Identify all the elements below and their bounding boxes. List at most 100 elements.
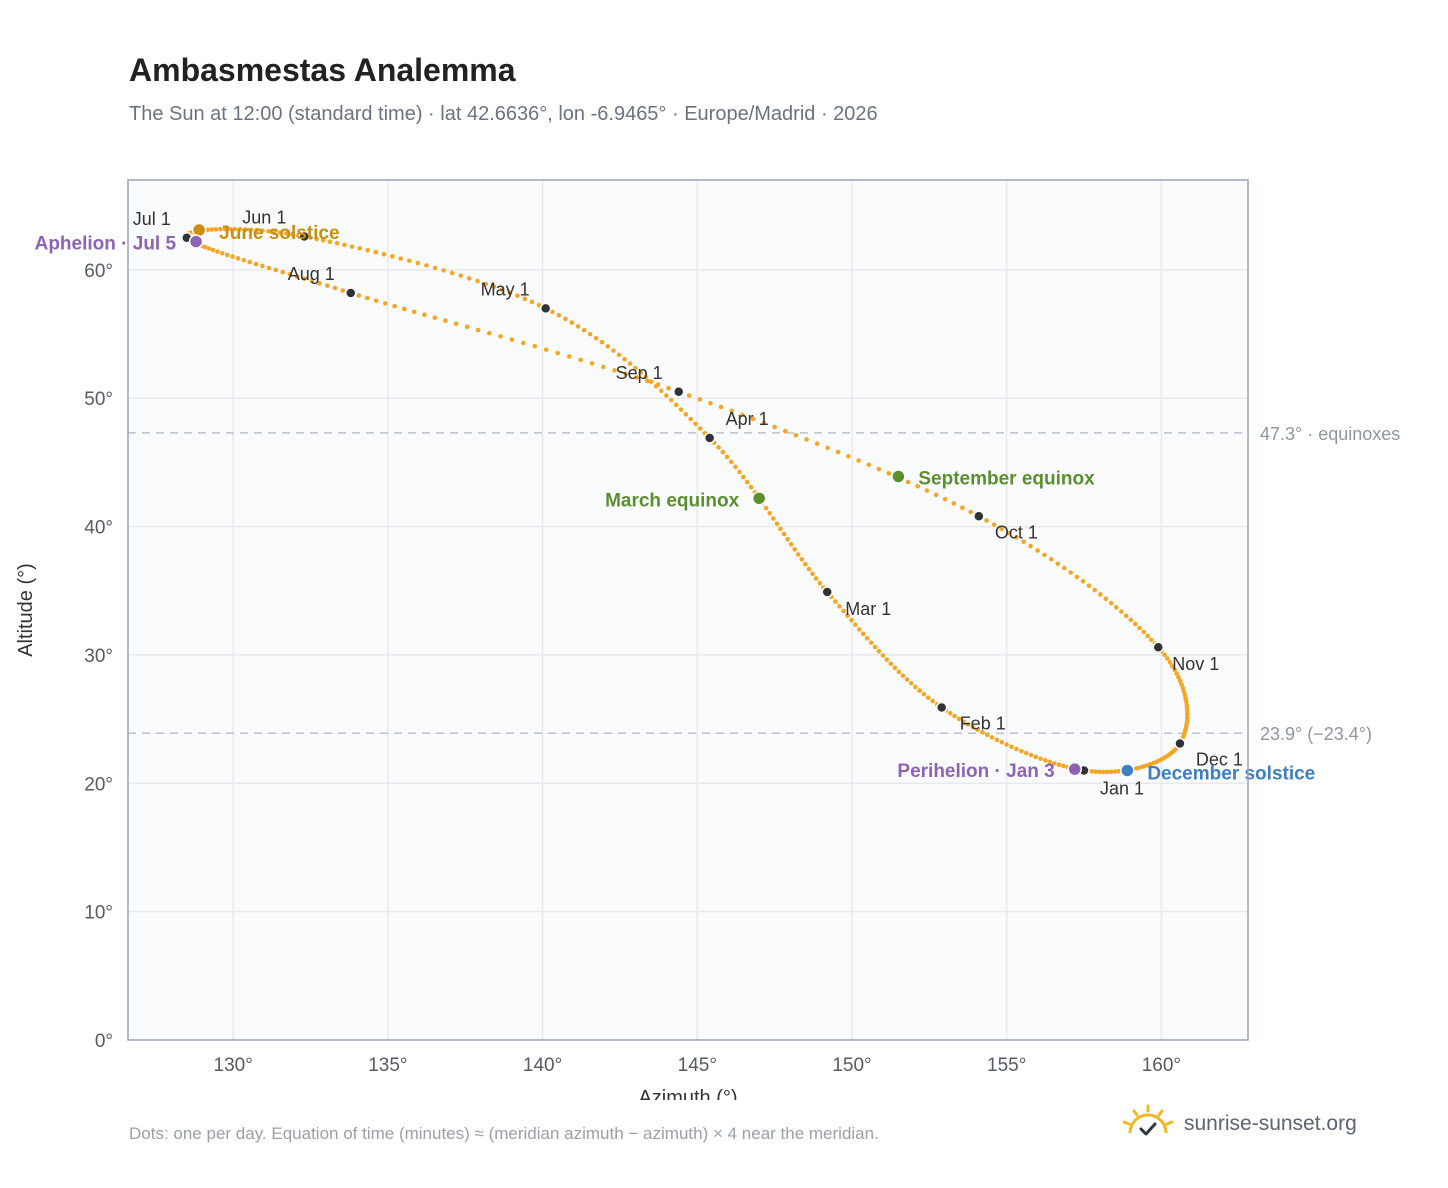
day-dot — [1035, 548, 1040, 553]
month-marker — [1152, 641, 1165, 653]
day-dot — [956, 716, 962, 722]
day-dot — [952, 713, 957, 719]
day-dot — [886, 471, 892, 476]
day-dot — [778, 526, 783, 532]
month-label: Nov 1 — [1172, 654, 1219, 674]
y-tick-label: 20° — [84, 774, 113, 795]
day-dot — [1141, 629, 1147, 635]
day-dot — [924, 488, 930, 493]
day-dot — [1093, 769, 1098, 774]
day-dot — [320, 238, 326, 243]
x-tick-label: 160° — [1142, 1055, 1181, 1076]
reference-line-label: 47.3° · equinoxes — [1260, 424, 1400, 444]
day-dot — [857, 627, 862, 632]
day-dot — [921, 691, 927, 697]
day-dot — [748, 484, 754, 490]
day-dot — [1028, 543, 1033, 549]
day-dot — [522, 296, 528, 302]
day-dot — [491, 284, 497, 290]
x-tick-label: 135° — [368, 1055, 407, 1076]
day-dot — [1162, 652, 1167, 658]
day-dot — [260, 228, 265, 233]
day-dot — [1061, 763, 1066, 769]
day-dot — [466, 276, 472, 281]
day-dot — [563, 316, 568, 322]
day-dot — [846, 453, 851, 459]
day-dot — [1006, 530, 1012, 536]
day-dot — [302, 276, 307, 282]
month-marker — [821, 586, 833, 598]
day-dot — [1103, 596, 1109, 602]
day-dot — [729, 408, 735, 414]
y-axis-ticks: 0° 10° 20° 30° 40° 50° 60° — [84, 261, 113, 1052]
day-dot — [845, 613, 850, 618]
day-dot — [1176, 674, 1181, 680]
day-dot — [803, 561, 808, 567]
day-dot — [365, 247, 370, 253]
day-dot — [1182, 692, 1188, 698]
day-dot — [888, 661, 894, 667]
day-dot — [1052, 761, 1057, 766]
day-dot — [1112, 769, 1118, 774]
month-markers: Jan 1 Feb 1 Mar 1 Apr 1 May 1 Jun 1 Jul 1 Aug 1… — [133, 207, 1243, 798]
day-dot — [741, 474, 746, 480]
day-dot — [521, 340, 526, 346]
brand-name: sunrise-sunset.org — [1184, 1112, 1357, 1135]
day-dot — [247, 259, 253, 265]
day-dot — [774, 521, 780, 527]
day-dot — [668, 397, 674, 403]
day-dot — [334, 240, 340, 246]
event-label: December solstice — [1147, 763, 1315, 784]
day-dot — [1114, 605, 1119, 610]
x-tick-label: 130° — [214, 1055, 253, 1076]
day-dot — [483, 281, 489, 287]
day-dot — [327, 239, 333, 245]
day-dot — [1165, 656, 1170, 661]
day-dot — [1134, 765, 1140, 771]
day-dot — [1138, 765, 1143, 770]
day-dot — [833, 599, 838, 604]
day-dot — [432, 315, 438, 320]
day-dot — [697, 426, 703, 431]
day-dot — [406, 258, 412, 264]
day-dot — [659, 388, 664, 394]
day-dot — [202, 244, 208, 250]
day-dot — [449, 270, 455, 276]
day-dot — [643, 374, 649, 380]
day-dot — [509, 337, 515, 342]
day-dot — [1080, 579, 1086, 584]
day-dot — [589, 361, 595, 366]
day-dot — [230, 254, 235, 259]
event-label: September equinox — [918, 469, 1095, 490]
day-dot — [810, 571, 815, 577]
day-dot — [1170, 663, 1175, 669]
day-dot — [947, 710, 953, 716]
month-label: Sep 1 — [616, 363, 663, 383]
x-tick-label: 150° — [832, 1055, 871, 1076]
day-dot — [896, 669, 902, 675]
brand[interactable]: sunrise-sunset.org — [1120, 1103, 1357, 1145]
event-marker — [751, 491, 767, 506]
sun-icon — [1122, 1104, 1174, 1136]
day-dot — [1042, 552, 1047, 558]
day-dot — [581, 327, 587, 333]
day-dot — [402, 306, 407, 312]
day-dot — [856, 458, 861, 463]
day-dot — [872, 644, 878, 650]
day-dot — [1180, 685, 1186, 691]
day-dot — [254, 227, 260, 233]
day-dot — [622, 356, 627, 362]
event-markers: June solstice Aphelion · Jul 5 March equin… — [35, 222, 1315, 784]
day-dot — [804, 437, 809, 442]
day-dot — [237, 226, 243, 232]
day-dot — [767, 510, 773, 516]
day-dot — [825, 445, 830, 451]
day-dot — [309, 278, 315, 284]
day-dot — [623, 371, 628, 377]
day-dot — [1068, 570, 1073, 575]
day-dot — [864, 635, 870, 641]
y-tick-label: 0° — [95, 1031, 113, 1052]
day-dot — [708, 400, 713, 406]
day-dot — [215, 249, 220, 254]
day-dot — [382, 301, 388, 306]
